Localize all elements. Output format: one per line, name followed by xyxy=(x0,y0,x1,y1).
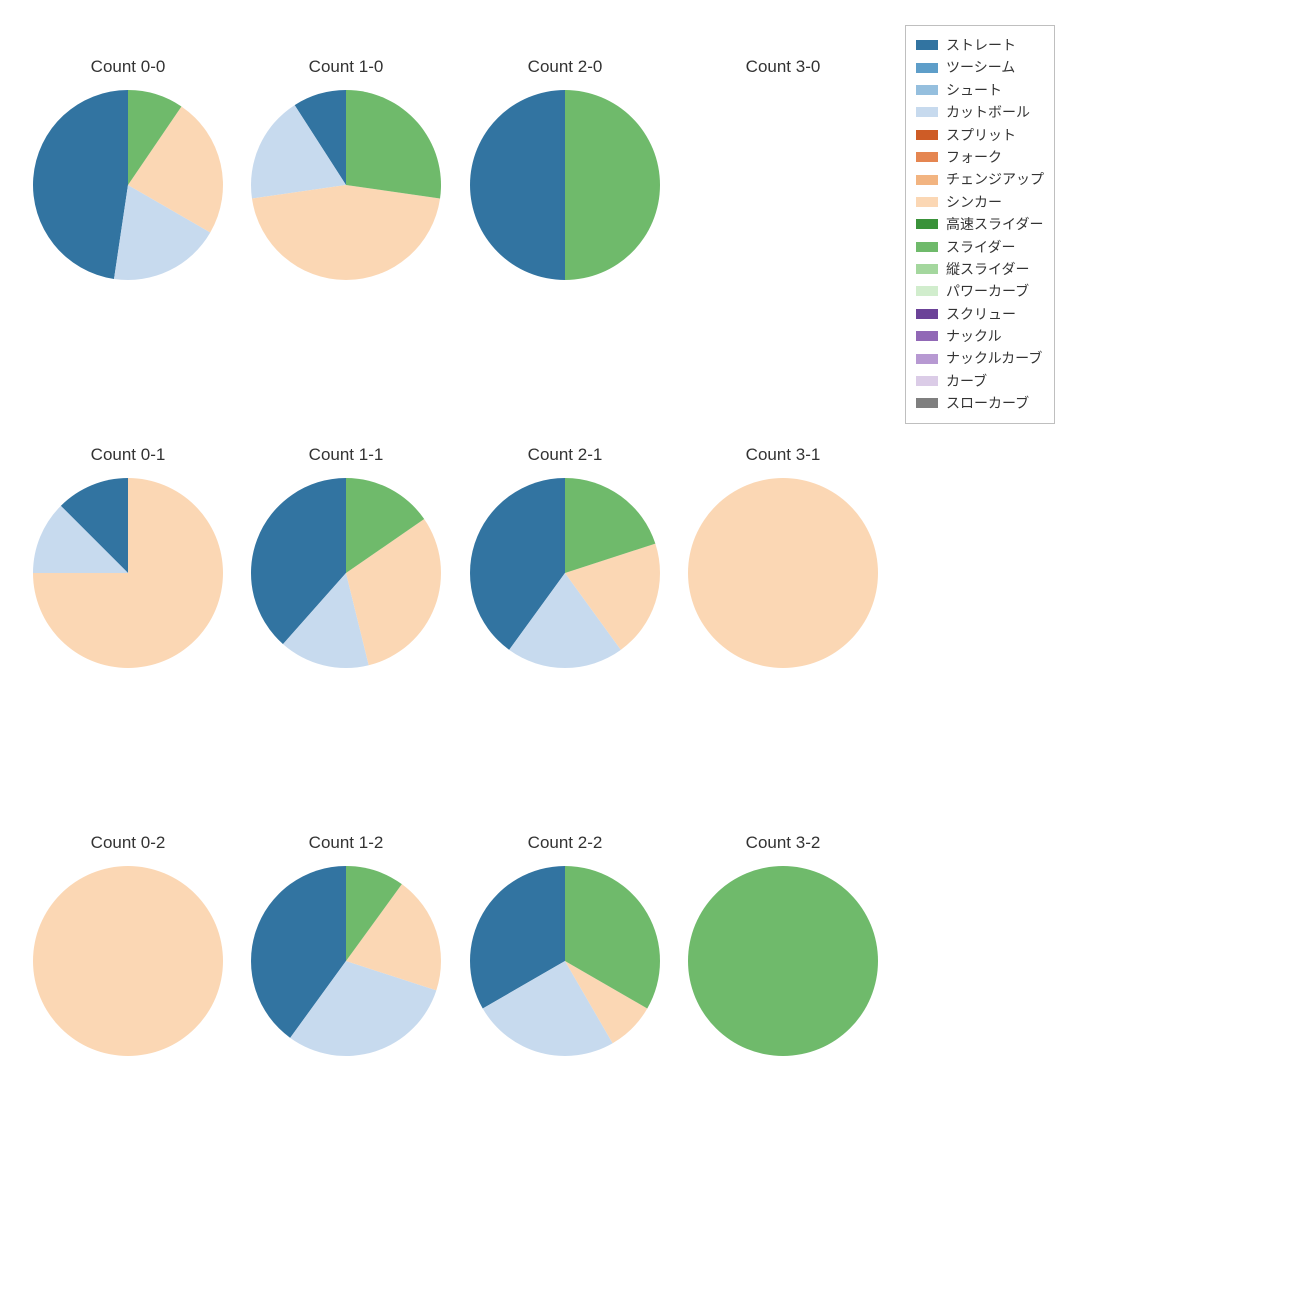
legend-label: シンカー xyxy=(946,191,1002,213)
chart-title: Count 2-1 xyxy=(528,445,603,465)
chart-title: Count 3-2 xyxy=(746,833,821,853)
legend-swatch xyxy=(916,286,938,296)
legend-label: フォーク xyxy=(946,146,1002,168)
legend-label: 縦スライダー xyxy=(946,258,1029,280)
chart-title: Count 1-0 xyxy=(309,57,384,77)
pie-slice xyxy=(252,185,440,280)
legend-label: シュート xyxy=(946,79,1002,101)
legend-swatch xyxy=(916,63,938,73)
chart-title: Count 1-1 xyxy=(309,445,384,465)
pie-chart xyxy=(249,88,443,282)
pie-chart xyxy=(31,864,225,1058)
pie-slice xyxy=(688,866,878,1056)
legend-item: カーブ xyxy=(916,370,1044,392)
legend-item: ナックル xyxy=(916,325,1044,347)
chart-title: Count 2-2 xyxy=(528,833,603,853)
legend-item: 高速スライダー xyxy=(916,213,1044,235)
legend-swatch xyxy=(916,264,938,274)
legend-label: ストレート xyxy=(946,34,1016,56)
legend-swatch xyxy=(916,40,938,50)
legend-swatch xyxy=(916,376,938,386)
legend-label: スライダー xyxy=(946,236,1015,258)
legend-label: 高速スライダー xyxy=(946,213,1043,235)
legend-swatch xyxy=(916,107,938,117)
legend-label: スクリュー xyxy=(946,303,1016,325)
legend-swatch xyxy=(916,398,938,408)
legend-item: ナックルカーブ xyxy=(916,347,1044,369)
legend-item: チェンジアップ xyxy=(916,168,1044,190)
legend-item: パワーカーブ xyxy=(916,280,1044,302)
chart-title: Count 0-0 xyxy=(91,57,166,77)
legend-item: シンカー xyxy=(916,191,1044,213)
pie-slice xyxy=(470,90,565,280)
pie-chart xyxy=(249,864,443,1058)
legend: ストレートツーシームシュートカットボールスプリットフォークチェンジアップシンカー… xyxy=(905,25,1055,424)
pie-chart xyxy=(468,864,662,1058)
pie-chart xyxy=(31,88,225,282)
pie-slice xyxy=(33,90,128,279)
legend-item: フォーク xyxy=(916,146,1044,168)
legend-item: スプリット xyxy=(916,124,1044,146)
pie-slice xyxy=(565,90,660,280)
chart-title: Count 3-0 xyxy=(746,57,821,77)
pie-slice xyxy=(33,866,223,1056)
pie-chart xyxy=(686,476,880,670)
legend-swatch xyxy=(916,152,938,162)
chart-title: Count 0-2 xyxy=(91,833,166,853)
legend-swatch xyxy=(916,197,938,207)
legend-swatch xyxy=(916,354,938,364)
legend-item: シュート xyxy=(916,79,1044,101)
legend-item: ストレート xyxy=(916,34,1044,56)
legend-swatch xyxy=(916,130,938,140)
pie-chart xyxy=(31,476,225,670)
legend-item: スローカーブ xyxy=(916,392,1044,414)
legend-label: スローカーブ xyxy=(946,392,1029,414)
pie-chart xyxy=(249,476,443,670)
legend-swatch xyxy=(916,331,938,341)
figure: ストレートツーシームシュートカットボールスプリットフォークチェンジアップシンカー… xyxy=(0,0,1300,1300)
chart-title: Count 3-1 xyxy=(746,445,821,465)
legend-label: チェンジアップ xyxy=(946,168,1044,190)
legend-item: ツーシーム xyxy=(916,56,1044,78)
chart-title: Count 0-1 xyxy=(91,445,166,465)
legend-swatch xyxy=(916,219,938,229)
legend-item: スライダー xyxy=(916,236,1044,258)
legend-swatch xyxy=(916,309,938,319)
legend-swatch xyxy=(916,242,938,252)
pie-slice xyxy=(346,90,441,199)
chart-title: Count 1-2 xyxy=(309,833,384,853)
pie-chart xyxy=(468,88,662,282)
legend-label: ナックル xyxy=(946,325,1002,347)
legend-label: ツーシーム xyxy=(946,56,1015,78)
pie-chart xyxy=(468,476,662,670)
legend-label: ナックルカーブ xyxy=(946,347,1042,369)
legend-item: 縦スライダー xyxy=(916,258,1044,280)
pie-slice xyxy=(688,478,878,668)
pie-chart xyxy=(686,864,880,1058)
legend-swatch xyxy=(916,175,938,185)
chart-title: Count 2-0 xyxy=(528,57,603,77)
legend-item: スクリュー xyxy=(916,303,1044,325)
legend-swatch xyxy=(916,85,938,95)
legend-label: カットボール xyxy=(946,101,1030,123)
legend-label: スプリット xyxy=(946,124,1016,146)
legend-label: パワーカーブ xyxy=(946,280,1029,302)
legend-item: カットボール xyxy=(916,101,1044,123)
legend-label: カーブ xyxy=(946,370,987,392)
